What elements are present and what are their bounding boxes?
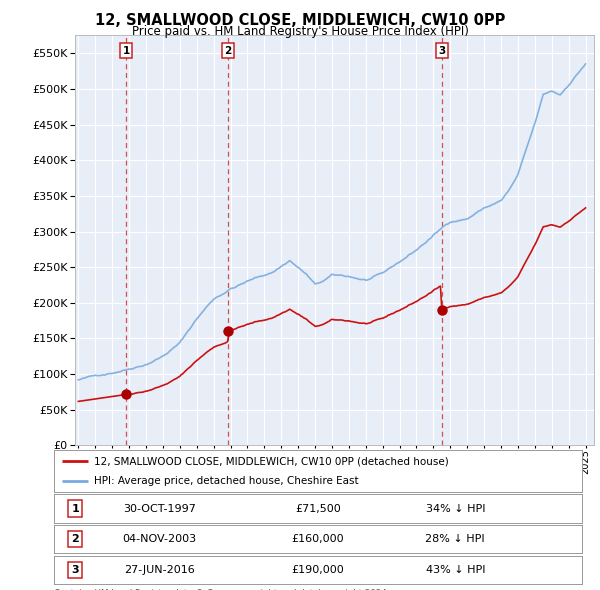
Text: £71,500: £71,500 xyxy=(295,504,341,513)
Text: 28% ↓ HPI: 28% ↓ HPI xyxy=(425,535,485,544)
Text: 2: 2 xyxy=(224,45,232,55)
Text: 3: 3 xyxy=(438,45,445,55)
Text: 04-NOV-2003: 04-NOV-2003 xyxy=(122,535,197,544)
Text: 27-JUN-2016: 27-JUN-2016 xyxy=(124,565,195,575)
Text: £160,000: £160,000 xyxy=(292,535,344,544)
Text: Contains HM Land Registry data © Crown copyright and database right 2024.: Contains HM Land Registry data © Crown c… xyxy=(54,589,389,590)
Text: Price paid vs. HM Land Registry's House Price Index (HPI): Price paid vs. HM Land Registry's House … xyxy=(131,25,469,38)
Text: 2: 2 xyxy=(71,535,79,544)
Text: HPI: Average price, detached house, Cheshire East: HPI: Average price, detached house, Ches… xyxy=(94,477,358,486)
Text: 34% ↓ HPI: 34% ↓ HPI xyxy=(425,504,485,513)
Text: 43% ↓ HPI: 43% ↓ HPI xyxy=(425,565,485,575)
Text: 12, SMALLWOOD CLOSE, MIDDLEWICH, CW10 0PP (detached house): 12, SMALLWOOD CLOSE, MIDDLEWICH, CW10 0P… xyxy=(94,456,448,466)
Text: 12, SMALLWOOD CLOSE, MIDDLEWICH, CW10 0PP: 12, SMALLWOOD CLOSE, MIDDLEWICH, CW10 0P… xyxy=(95,13,505,28)
Text: 3: 3 xyxy=(71,565,79,575)
Text: 1: 1 xyxy=(71,504,79,513)
Text: £190,000: £190,000 xyxy=(292,565,344,575)
Text: 1: 1 xyxy=(122,45,130,55)
Text: 30-OCT-1997: 30-OCT-1997 xyxy=(123,504,196,513)
